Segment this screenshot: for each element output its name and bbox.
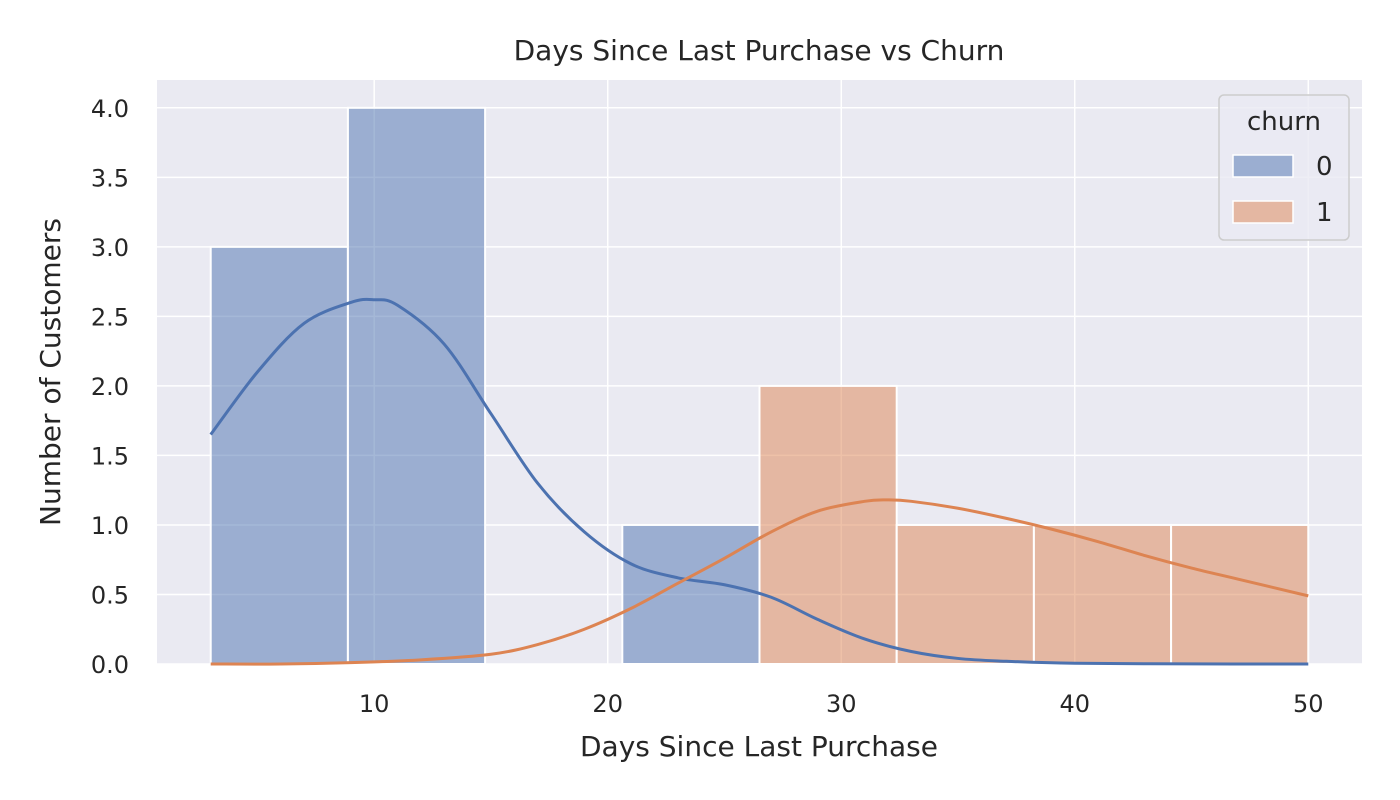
bar-churn-0-bin-0 — [209, 245, 349, 665]
y-tick-label: 4.0 — [91, 95, 129, 123]
y-tick-label: 1.0 — [91, 512, 129, 540]
bar-churn-1-bin-7 — [1170, 523, 1310, 666]
y-axis-title: Number of Customers — [34, 218, 67, 526]
legend-swatch-0 — [1232, 154, 1294, 178]
y-tick-label: 0.5 — [91, 581, 129, 609]
x-tick-label: 30 — [826, 690, 857, 718]
x-tick-label: 10 — [359, 690, 390, 718]
y-tick-label: 1.5 — [91, 442, 129, 470]
y-tick-label: 2.5 — [91, 303, 129, 331]
legend-swatch-1 — [1232, 200, 1294, 224]
y-tick-label: 2.0 — [91, 373, 129, 401]
legend-label-0: 0 — [1316, 152, 1333, 182]
legend: churn 0 1 — [1218, 94, 1350, 241]
kde-line-churn-1 — [210, 498, 1309, 666]
y-tick-label: 0.0 — [91, 651, 129, 679]
kde-line-churn-0 — [209, 297, 1309, 666]
x-tick-labels: 10 20 30 40 50 — [359, 690, 1324, 718]
y-tick-labels: 0.0 0.5 1.0 1.5 2.0 2.5 3.0 3.5 4.0 — [91, 95, 129, 679]
x-tick-label: 20 — [592, 690, 623, 718]
y-tick-label: 3.5 — [91, 164, 129, 192]
kde-curves — [209, 297, 1309, 666]
x-axis-title: Days Since Last Purchase — [580, 730, 938, 763]
bar-churn-1-bin-6 — [1032, 523, 1173, 666]
chart-title: Days Since Last Purchase vs Churn — [514, 34, 1005, 67]
legend-label-1: 1 — [1316, 198, 1333, 228]
bar-churn-0-bin-1 — [346, 106, 487, 666]
bar-churn-1-bin-5 — [895, 523, 1035, 666]
bar-churn-1-bin-4 — [758, 384, 898, 665]
x-tick-label: 50 — [1293, 690, 1324, 718]
x-tick-label: 40 — [1059, 690, 1090, 718]
bar-churn-0-bin-3 — [621, 523, 761, 666]
y-tick-label: 3.0 — [91, 234, 129, 262]
legend-title: churn — [1247, 107, 1321, 137]
